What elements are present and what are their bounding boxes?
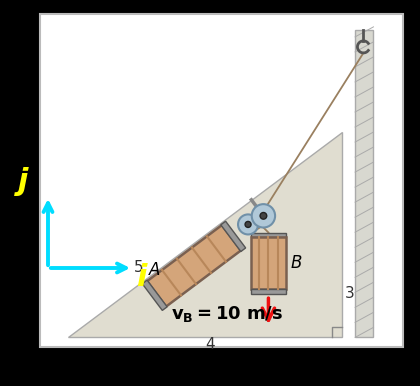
- Text: A: A: [149, 261, 160, 279]
- Circle shape: [252, 204, 275, 227]
- Bar: [355, 30, 373, 337]
- Bar: [251, 289, 286, 294]
- Circle shape: [260, 212, 267, 219]
- Circle shape: [245, 222, 251, 227]
- Circle shape: [238, 214, 258, 234]
- Bar: [251, 237, 286, 289]
- Polygon shape: [142, 280, 167, 310]
- Text: $\mathbf{v_B = 10\ m/s}$: $\mathbf{v_B = 10\ m/s}$: [171, 304, 284, 324]
- Polygon shape: [221, 221, 246, 252]
- Text: 4: 4: [205, 337, 215, 352]
- Text: B: B: [291, 254, 302, 272]
- Polygon shape: [68, 132, 342, 337]
- Text: i: i: [136, 263, 147, 292]
- Bar: [251, 232, 286, 237]
- Text: 3: 3: [345, 286, 355, 301]
- Text: 5: 5: [134, 261, 143, 276]
- Text: j: j: [18, 167, 29, 196]
- Polygon shape: [147, 225, 241, 306]
